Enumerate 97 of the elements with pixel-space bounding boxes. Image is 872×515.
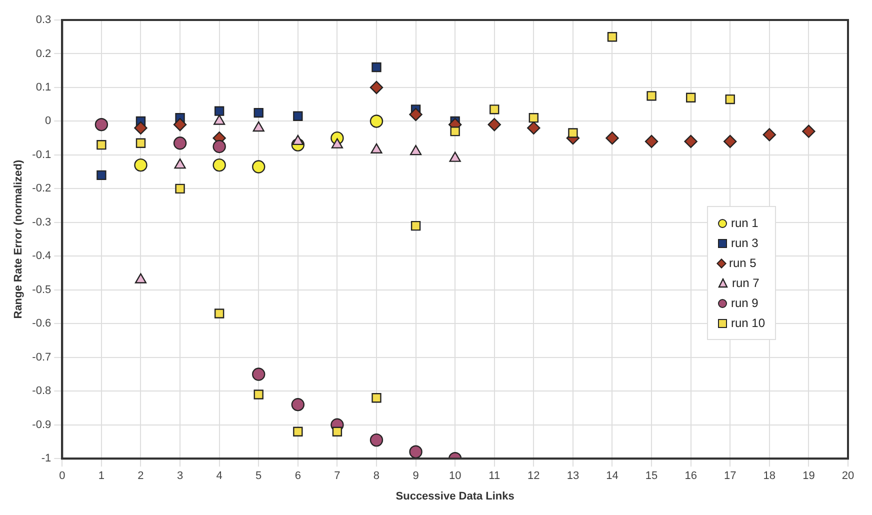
point	[292, 134, 304, 146]
point	[332, 426, 342, 436]
x-tick-label: 7	[334, 470, 340, 482]
point	[214, 114, 226, 125]
point	[409, 445, 422, 458]
point	[450, 126, 460, 136]
x-tick-label: 15	[645, 470, 658, 482]
y-axis-title: Range Rate Error (normalized)	[12, 160, 25, 319]
y-tick-label: 0.1	[36, 82, 52, 94]
point	[331, 138, 343, 148]
legend-label: run 3	[730, 236, 758, 250]
point	[488, 118, 501, 132]
point	[370, 433, 384, 447]
point	[174, 158, 186, 169]
x-tick-label: 19	[802, 470, 815, 482]
point	[370, 114, 384, 128]
point	[372, 62, 382, 72]
y-tick-label: -0.6	[32, 318, 52, 330]
point	[684, 134, 698, 148]
point	[252, 121, 264, 132]
x-tick-label: 9	[412, 470, 419, 482]
x-tick-label: 10	[448, 470, 462, 482]
point	[252, 160, 266, 174]
y-tick-label: -1	[41, 452, 52, 465]
y-tick-label: 0.3	[36, 14, 52, 26]
point	[254, 108, 264, 118]
point	[96, 170, 106, 180]
point	[214, 308, 224, 318]
legend-label: run 5	[728, 256, 756, 270]
point	[134, 158, 148, 172]
y-tick-label: -0.5	[32, 284, 52, 296]
x-tick-label: 8	[373, 470, 380, 482]
point	[410, 220, 421, 231]
x-tick-label: 13	[566, 470, 580, 482]
point	[527, 121, 540, 135]
point	[724, 134, 737, 148]
point	[802, 124, 816, 138]
x-tick-label: 5	[256, 470, 262, 482]
y-tick-label: -0.7	[32, 351, 52, 364]
point	[370, 143, 382, 154]
y-tick-label: 0.2	[36, 48, 52, 60]
point	[409, 108, 422, 122]
point	[252, 368, 266, 381]
point	[212, 158, 226, 172]
point	[293, 426, 303, 436]
x-tick-label: 20	[842, 470, 854, 482]
point	[136, 138, 146, 148]
y-tick-label: -0.1	[32, 148, 52, 161]
point	[212, 140, 226, 154]
y-tick-label: -0.9	[32, 418, 52, 431]
x-tick-label: 4	[216, 470, 222, 482]
point	[528, 113, 539, 123]
point	[606, 131, 619, 145]
point	[410, 144, 422, 156]
x-axis-title: Successive Data Links	[396, 490, 514, 502]
y-tick-label: -0.3	[32, 216, 52, 228]
legend-label: run 1	[730, 216, 758, 230]
point	[644, 134, 658, 148]
legend-label: run 9	[730, 296, 758, 310]
point	[173, 136, 187, 150]
point	[291, 398, 305, 412]
x-tick-label: 3	[176, 470, 184, 482]
point	[175, 184, 185, 194]
point	[370, 80, 384, 94]
point	[607, 32, 618, 42]
point	[94, 118, 108, 132]
point	[293, 111, 303, 121]
y-tick-label: -0.2	[32, 182, 52, 195]
x-tick-label: 1	[98, 470, 105, 482]
point	[568, 128, 578, 138]
point	[134, 273, 147, 284]
y-tick-label: -0.8	[32, 385, 52, 398]
point	[214, 106, 224, 116]
x-tick-label: 16	[684, 470, 697, 482]
point	[372, 393, 382, 403]
point	[490, 104, 500, 114]
point	[134, 121, 148, 135]
point	[725, 94, 735, 104]
point	[449, 152, 461, 162]
point	[96, 140, 106, 150]
x-tick-label: 12	[528, 470, 540, 482]
y-tick-label: 0	[45, 115, 52, 128]
x-tick-label: 6	[294, 470, 301, 482]
point	[254, 390, 264, 400]
x-tick-label: 14	[606, 470, 618, 482]
point	[686, 92, 696, 102]
y-tick-label: -0.4	[32, 250, 52, 262]
x-tick-label: 17	[724, 470, 736, 482]
point	[173, 118, 187, 132]
x-tick-label: 11	[488, 470, 500, 482]
legend-label: run 7	[732, 276, 760, 290]
point	[762, 128, 776, 142]
legend-label: run 10	[730, 316, 765, 330]
x-tick-label: 0	[59, 470, 66, 482]
x-tick-label: 2	[138, 470, 144, 482]
point	[646, 91, 656, 101]
x-tick-label: 18	[763, 470, 776, 482]
